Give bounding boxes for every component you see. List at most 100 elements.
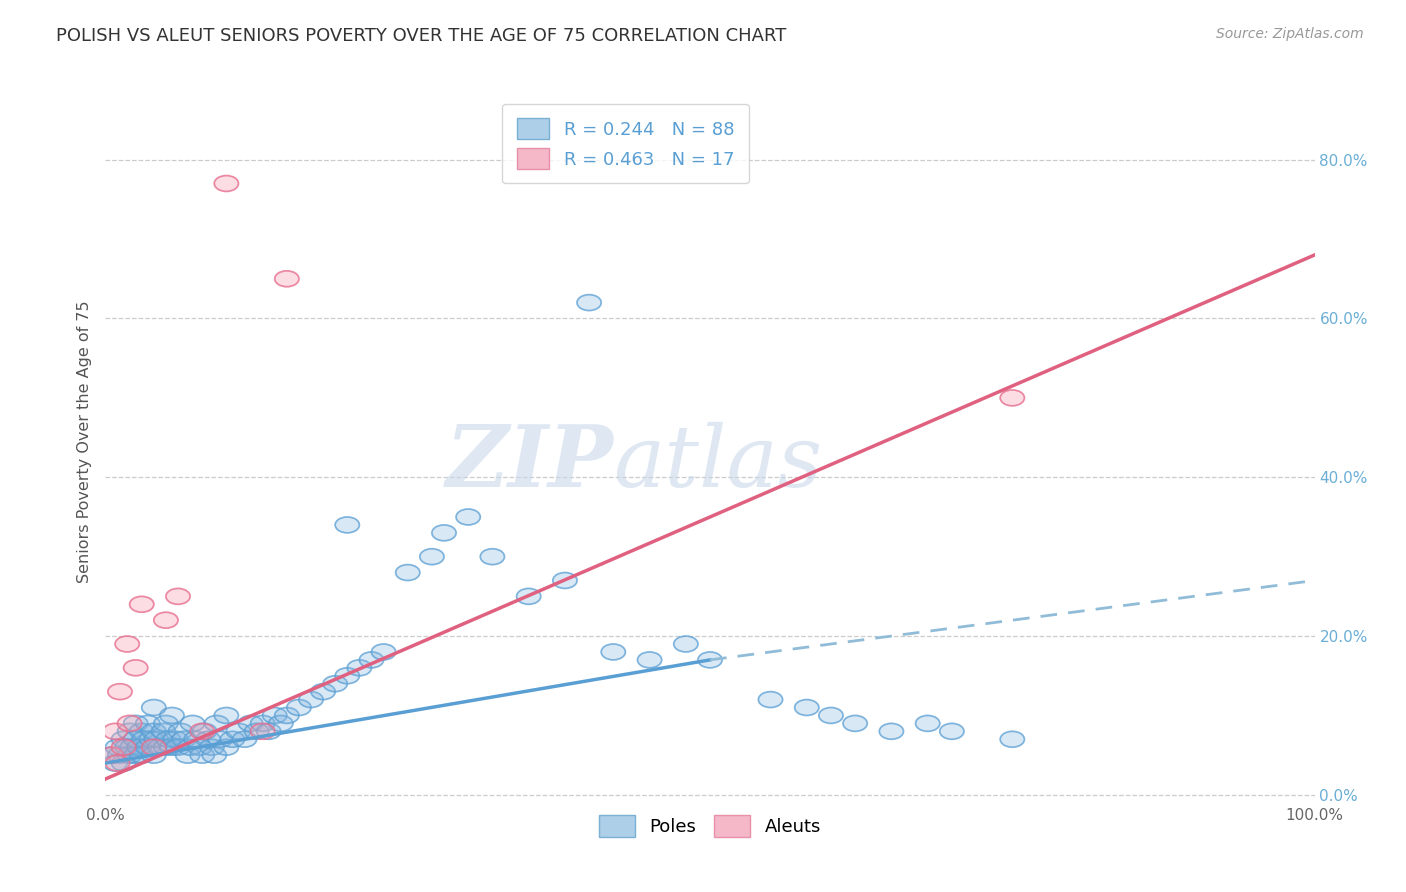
- Ellipse shape: [166, 739, 190, 756]
- Ellipse shape: [103, 756, 127, 771]
- Ellipse shape: [120, 739, 145, 756]
- Ellipse shape: [152, 723, 176, 739]
- Ellipse shape: [135, 715, 160, 731]
- Ellipse shape: [129, 723, 153, 739]
- Ellipse shape: [879, 723, 904, 739]
- Ellipse shape: [256, 723, 281, 739]
- Ellipse shape: [105, 739, 129, 756]
- Ellipse shape: [200, 739, 224, 756]
- Ellipse shape: [108, 683, 132, 699]
- Ellipse shape: [915, 715, 939, 731]
- Text: ZIP: ZIP: [446, 421, 613, 505]
- Ellipse shape: [145, 731, 169, 747]
- Ellipse shape: [124, 715, 148, 731]
- Ellipse shape: [179, 739, 202, 756]
- Ellipse shape: [299, 691, 323, 707]
- Ellipse shape: [115, 636, 139, 652]
- Ellipse shape: [516, 589, 541, 604]
- Ellipse shape: [108, 747, 132, 763]
- Ellipse shape: [226, 723, 250, 739]
- Ellipse shape: [250, 723, 274, 739]
- Ellipse shape: [142, 699, 166, 715]
- Y-axis label: Seniors Poverty Over the Age of 75: Seniors Poverty Over the Age of 75: [76, 301, 91, 582]
- Ellipse shape: [153, 715, 179, 731]
- Text: Source: ZipAtlas.com: Source: ZipAtlas.com: [1216, 27, 1364, 41]
- Ellipse shape: [127, 739, 152, 756]
- Ellipse shape: [263, 707, 287, 723]
- Ellipse shape: [323, 676, 347, 691]
- Ellipse shape: [360, 652, 384, 668]
- Ellipse shape: [844, 715, 868, 731]
- Ellipse shape: [456, 509, 481, 524]
- Ellipse shape: [111, 731, 135, 747]
- Ellipse shape: [166, 589, 190, 604]
- Ellipse shape: [311, 683, 335, 699]
- Legend: Poles, Aleuts: Poles, Aleuts: [592, 808, 828, 845]
- Ellipse shape: [576, 294, 602, 310]
- Ellipse shape: [214, 176, 239, 192]
- Ellipse shape: [250, 715, 274, 731]
- Ellipse shape: [111, 756, 135, 771]
- Ellipse shape: [142, 747, 166, 763]
- Ellipse shape: [124, 731, 148, 747]
- Ellipse shape: [111, 739, 135, 756]
- Ellipse shape: [221, 731, 245, 747]
- Ellipse shape: [602, 644, 626, 660]
- Ellipse shape: [287, 699, 311, 715]
- Ellipse shape: [184, 731, 208, 747]
- Ellipse shape: [245, 723, 269, 739]
- Ellipse shape: [100, 747, 124, 763]
- Ellipse shape: [124, 747, 148, 763]
- Ellipse shape: [1000, 731, 1025, 747]
- Ellipse shape: [103, 723, 127, 739]
- Ellipse shape: [371, 644, 395, 660]
- Ellipse shape: [135, 739, 160, 756]
- Ellipse shape: [190, 723, 214, 739]
- Ellipse shape: [115, 739, 139, 756]
- Ellipse shape: [153, 612, 179, 628]
- Ellipse shape: [129, 597, 153, 612]
- Ellipse shape: [208, 731, 232, 747]
- Ellipse shape: [335, 668, 360, 683]
- Ellipse shape: [481, 549, 505, 565]
- Ellipse shape: [420, 549, 444, 565]
- Ellipse shape: [193, 723, 217, 739]
- Ellipse shape: [187, 739, 212, 756]
- Ellipse shape: [160, 707, 184, 723]
- Ellipse shape: [347, 660, 371, 676]
- Ellipse shape: [232, 731, 257, 747]
- Ellipse shape: [160, 739, 184, 756]
- Ellipse shape: [118, 747, 142, 763]
- Ellipse shape: [1000, 390, 1025, 406]
- Ellipse shape: [190, 747, 214, 763]
- Ellipse shape: [939, 723, 965, 739]
- Ellipse shape: [139, 731, 163, 747]
- Ellipse shape: [432, 524, 456, 541]
- Ellipse shape: [197, 731, 221, 747]
- Ellipse shape: [124, 660, 148, 676]
- Ellipse shape: [148, 739, 172, 756]
- Ellipse shape: [142, 723, 166, 739]
- Ellipse shape: [794, 699, 818, 715]
- Ellipse shape: [214, 739, 239, 756]
- Ellipse shape: [132, 731, 156, 747]
- Ellipse shape: [274, 707, 299, 723]
- Ellipse shape: [395, 565, 420, 581]
- Ellipse shape: [758, 691, 783, 707]
- Ellipse shape: [156, 731, 180, 747]
- Ellipse shape: [637, 652, 662, 668]
- Ellipse shape: [118, 715, 142, 731]
- Ellipse shape: [172, 731, 197, 747]
- Ellipse shape: [239, 715, 263, 731]
- Ellipse shape: [176, 747, 200, 763]
- Ellipse shape: [214, 707, 239, 723]
- Ellipse shape: [697, 652, 723, 668]
- Ellipse shape: [118, 723, 142, 739]
- Text: atlas: atlas: [613, 422, 823, 505]
- Ellipse shape: [169, 723, 193, 739]
- Text: POLISH VS ALEUT SENIORS POVERTY OVER THE AGE OF 75 CORRELATION CHART: POLISH VS ALEUT SENIORS POVERTY OVER THE…: [56, 27, 786, 45]
- Ellipse shape: [153, 739, 179, 756]
- Ellipse shape: [163, 731, 187, 747]
- Ellipse shape: [205, 715, 229, 731]
- Ellipse shape: [202, 747, 226, 763]
